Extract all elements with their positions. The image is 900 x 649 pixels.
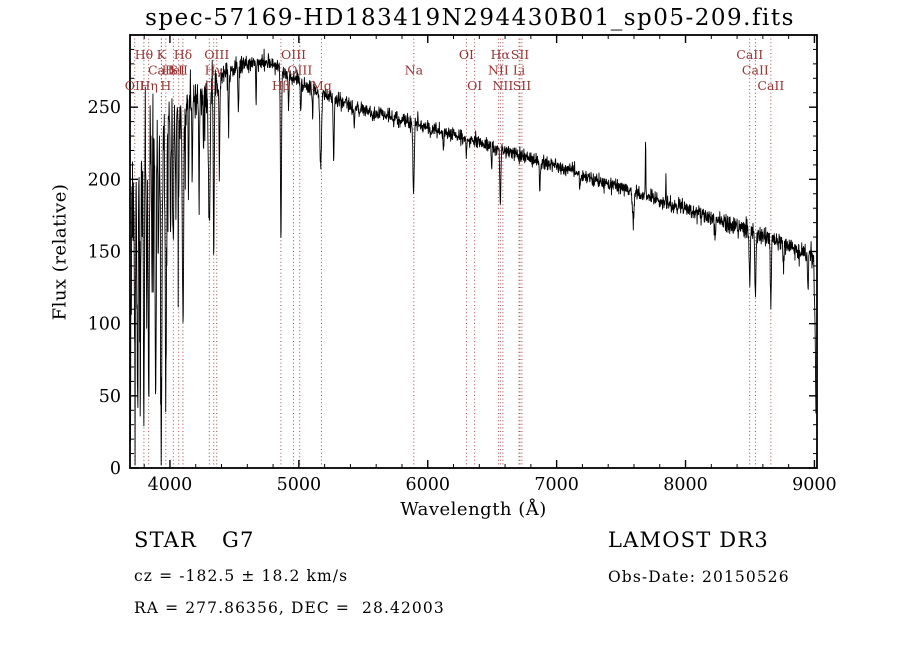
x-axis-label: Wavelength (Å) — [400, 499, 547, 520]
line-label-OIII: OIII — [287, 63, 312, 78]
line-label-CaII: CaII — [742, 63, 769, 78]
y-tick-label: 250 — [88, 98, 121, 118]
object-class-label: STAR — [134, 528, 198, 552]
line-label-Na: Na — [405, 63, 424, 78]
line-label-Mg: Mg — [311, 78, 332, 93]
x-tick-label: 9000 — [792, 475, 837, 495]
x-tick-label: 4000 — [148, 475, 193, 495]
line-label-NII: NII — [488, 63, 509, 78]
plot-title: spec-57169-HD183419N294430B01_sp05-209.f… — [145, 5, 795, 31]
survey-label: LAMOST DR3 — [608, 528, 769, 552]
line-label-OI: OI — [467, 78, 482, 93]
x-tick-label: 7000 — [534, 475, 579, 495]
line-label-Hθ: Hθ — [135, 47, 153, 62]
line-label-H: H — [160, 78, 171, 93]
line-label-Li: Li — [513, 63, 525, 78]
y-tick-label: 50 — [99, 387, 121, 407]
spectrum-trace — [129, 48, 817, 466]
line-label-Hη: Hη — [139, 78, 157, 93]
line-label-OIII: OIII — [204, 47, 229, 62]
object-subclass-label: G7 — [222, 528, 255, 552]
line-label-CaII: CaII — [148, 63, 175, 78]
line-label-SII: SII — [169, 63, 188, 78]
line-label-Hδ: Hδ — [174, 47, 192, 62]
y-tick-label: 0 — [110, 459, 121, 479]
obs-date-text: Obs-Date: 20150526 — [608, 568, 790, 586]
line-label-G: G — [204, 78, 214, 93]
line-label-CaII: CaII — [757, 78, 784, 93]
x-tick-label: 5000 — [277, 475, 322, 495]
y-tick-label: 200 — [88, 170, 121, 190]
line-label-Hβ: Hβ — [272, 78, 290, 93]
y-tick-label: 100 — [88, 315, 121, 335]
line-label-OI: OI — [459, 47, 474, 62]
line-label-Hγ: Hγ — [205, 63, 223, 78]
y-tick-label: 150 — [88, 243, 121, 263]
line-label-HeI: HeI — [162, 63, 185, 78]
line-label-K: K — [157, 47, 167, 62]
x-tick-label: 6000 — [405, 475, 450, 495]
coordinates-text: RA = 277.86356, DEC = 28.42003 — [134, 599, 445, 617]
line-label-OII: OII — [125, 78, 145, 93]
velocity-text: cz = -182.5 ± 18.2 km/s — [134, 567, 349, 585]
line-label-CaII: CaII — [736, 47, 763, 62]
x-tick-label: 8000 — [663, 475, 708, 495]
line-label-Hα: Hα — [491, 47, 511, 62]
line-label-SII: SII — [511, 47, 530, 62]
line-label-OIII: OIII — [281, 47, 306, 62]
y-axis-label: Flux (relative) — [49, 183, 71, 321]
line-label-NII: NII — [492, 78, 513, 93]
line-label-SII: SII — [513, 78, 532, 93]
plot-box — [129, 34, 818, 469]
